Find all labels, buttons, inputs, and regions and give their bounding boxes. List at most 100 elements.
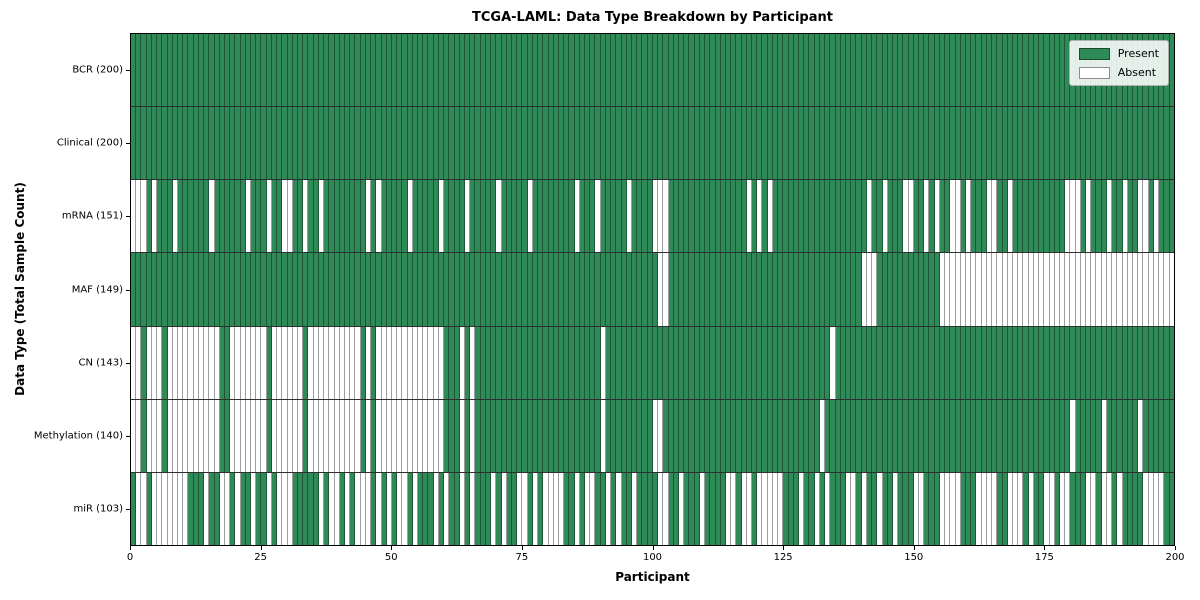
- cell: [177, 180, 184, 253]
- cell: [710, 399, 716, 472]
- cell: [929, 253, 935, 326]
- cell: [913, 34, 920, 107]
- cell: [298, 34, 304, 107]
- cell: [1018, 326, 1024, 399]
- cell: [219, 107, 225, 180]
- cell: [1070, 326, 1076, 399]
- cell: [162, 34, 168, 107]
- cell: [365, 34, 372, 107]
- cell: [866, 326, 873, 399]
- cell: [1023, 399, 1029, 472]
- cell: [1096, 326, 1102, 399]
- cell: [1112, 107, 1118, 180]
- cell: [313, 399, 319, 472]
- cell: [1028, 180, 1034, 253]
- cell: [788, 399, 794, 472]
- cell: [214, 180, 220, 253]
- cell: [819, 180, 826, 253]
- cell: [564, 399, 570, 472]
- cell: [950, 34, 956, 107]
- cell: [710, 107, 716, 180]
- cell: [433, 326, 439, 399]
- legend-entry-absent: Absent: [1078, 66, 1159, 79]
- cell: [939, 253, 946, 326]
- cell: [360, 107, 366, 180]
- cell: [1054, 399, 1060, 472]
- cell: [522, 180, 528, 253]
- absent-swatch-icon: [1078, 66, 1110, 79]
- cell: [741, 399, 747, 472]
- cell: [444, 326, 450, 399]
- cell: [475, 472, 481, 545]
- cell: [355, 253, 361, 326]
- cell: [1007, 180, 1013, 253]
- cell: [971, 253, 977, 326]
- cell: [684, 253, 690, 326]
- cell: [652, 253, 659, 326]
- cell: [1133, 326, 1139, 399]
- cell: [595, 107, 601, 180]
- cell: [131, 253, 137, 326]
- cell: [1012, 107, 1019, 180]
- cell: [1059, 34, 1066, 107]
- cell: [851, 180, 857, 253]
- x-tick-mark: [913, 546, 915, 550]
- cell: [746, 34, 753, 107]
- cell: [736, 180, 742, 253]
- cell: [251, 326, 257, 399]
- cell: [955, 107, 961, 180]
- cell: [1080, 472, 1087, 545]
- y-tick-mark: [126, 436, 130, 438]
- cell: [1148, 472, 1154, 545]
- cell: [908, 253, 914, 326]
- cell: [752, 34, 758, 107]
- cell: [162, 180, 168, 253]
- cell: [475, 326, 481, 399]
- cell: [339, 253, 345, 326]
- cell: [851, 326, 857, 399]
- cell: [767, 472, 773, 545]
- cell: [903, 253, 909, 326]
- cell: [1080, 107, 1087, 180]
- cell: [465, 326, 471, 399]
- cell: [1002, 253, 1008, 326]
- cell: [762, 326, 768, 399]
- cell: [339, 107, 345, 180]
- cell: [699, 253, 706, 326]
- cell: [298, 107, 304, 180]
- cell: [585, 472, 591, 545]
- cell: [1138, 326, 1144, 399]
- cell: [673, 107, 679, 180]
- cell: [177, 472, 184, 545]
- cell: [412, 399, 419, 472]
- cell: [303, 107, 309, 180]
- cell: [287, 180, 293, 253]
- cell: [804, 180, 810, 253]
- cell: [746, 253, 753, 326]
- cell: [814, 399, 820, 472]
- cell: [506, 253, 512, 326]
- cell: [757, 107, 763, 180]
- cell: [705, 253, 711, 326]
- cell: [151, 399, 158, 472]
- cell: [183, 107, 189, 180]
- cell: [1023, 253, 1029, 326]
- cell: [913, 326, 920, 399]
- cell: [224, 34, 231, 107]
- cell: [543, 253, 549, 326]
- cell: [334, 253, 340, 326]
- cell: [793, 399, 799, 472]
- cell: [313, 107, 319, 180]
- cell: [752, 472, 758, 545]
- cell: [919, 399, 925, 472]
- cell: [872, 472, 878, 545]
- cell: [1075, 180, 1081, 253]
- cell: [799, 107, 805, 180]
- cell: [1133, 253, 1139, 326]
- cell: [960, 399, 966, 472]
- cell: [924, 107, 930, 180]
- cell: [652, 180, 659, 253]
- cell: [438, 253, 445, 326]
- cell: [266, 180, 272, 253]
- cell: [924, 326, 930, 399]
